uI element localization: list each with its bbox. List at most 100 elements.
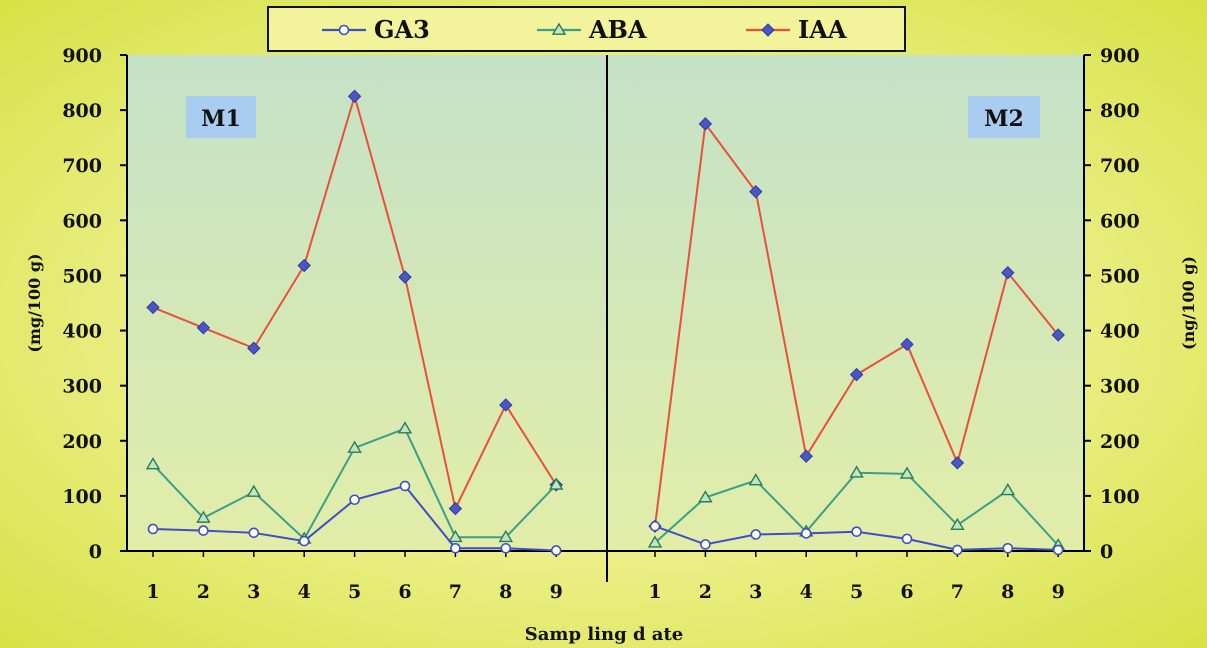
data-point [649,520,661,532]
data-point [1001,265,1015,280]
panel-label-m2: M2 [968,96,1040,138]
x-tick-label: 8 [499,581,512,603]
data-point [297,258,311,273]
x-tick-label: 2 [197,581,210,603]
x-tick-label: 8 [1001,581,1014,603]
series-iaa-m1 [146,89,563,516]
x-tick-label: 9 [1052,581,1065,603]
panel-label-m1-text: M1 [201,106,241,132]
y-axis-title-left: (mg/100 g) [25,253,44,352]
data-point [748,473,764,486]
x-tick-label: 2 [699,581,712,603]
right-y-axis: 0 100 200 300 400 500 600 700 800 900 [1084,45,1140,563]
data-point [950,517,965,530]
series-ga3-m2 [649,520,1064,556]
legend-item-iaa: IAA [746,15,847,44]
y-tick-label-right: 400 [1100,321,1140,343]
y-tick-label-left: 400 [62,321,102,343]
data-point [347,89,362,104]
data-point [851,526,862,538]
data-point [749,184,763,199]
x-axis-ticks: 1 2 3 4 5 6 7 8 9 1 2 3 4 5 6 7 8 9 [146,551,1065,603]
x-tick-label: 1 [648,581,661,603]
x-tick-label: 4 [298,581,311,603]
data-point [698,117,713,131]
legend: GA3 ABA IAA [267,6,906,52]
data-point [399,480,411,492]
legend-label: IAA [798,15,847,44]
x-tick-label: 3 [749,581,762,603]
y-tick-label-right: 300 [1100,376,1140,398]
y-axis-title-right: (ng/100 g) [1179,256,1198,350]
data-point [500,542,512,554]
y-tick-label-right: 700 [1100,155,1140,177]
data-point [901,533,913,545]
y-tick-label-left: 900 [62,45,102,67]
legend-swatch-marker [761,23,775,37]
data-point [700,539,711,550]
data-point [1052,544,1064,556]
y-tick-label-left: 500 [62,265,102,287]
data-point [548,477,564,490]
data-point [1051,328,1065,342]
x-axis-title: Samp ling d ate [525,624,683,645]
series-layer [145,89,1066,556]
y-tick-label-right: 600 [1100,210,1140,232]
y-tick-label-left: 100 [62,486,102,508]
legend-label: ABA [588,15,647,44]
data-point [448,529,463,543]
data-point [950,456,965,470]
y-tick-label-right: 900 [1100,45,1140,67]
data-point [347,440,362,453]
data-point [698,490,713,503]
data-point [849,465,864,478]
data-point [248,527,260,539]
x-tick-label: 7 [449,581,462,603]
data-point [899,466,915,479]
data-point [799,449,813,463]
data-point [397,421,413,434]
x-tick-label: 6 [398,581,411,603]
data-point [196,321,211,335]
y-tick-label-left: 700 [62,155,102,177]
y-tick-label-left: 800 [62,100,102,122]
legend-label: GA3 [374,15,430,44]
data-point [499,398,513,412]
y-tick-label-right: 500 [1100,265,1140,287]
data-point [750,529,762,540]
x-tick-label: 7 [951,581,964,603]
data-point [647,535,663,548]
legend-item-aba: ABA [537,15,647,44]
data-point [398,270,412,284]
series-ga3-m1 [147,480,562,556]
y-tick-label-right: 100 [1100,486,1140,508]
data-point [1000,482,1016,496]
data-point [146,300,160,315]
data-point [448,501,463,516]
y-tick-label-right: 800 [1100,100,1140,122]
data-point [247,341,261,355]
data-point [298,535,310,547]
y-tick-label-left: 200 [62,431,102,453]
x-tick-label: 4 [800,581,813,603]
data-point [849,367,864,382]
data-point [550,545,562,556]
data-point [246,484,262,497]
x-tick-label: 6 [900,581,913,603]
data-point [349,494,360,506]
x-tick-label: 5 [850,581,863,603]
data-point [450,542,461,554]
y-tick-label-right: 0 [1100,541,1113,563]
plot-area [127,55,1084,551]
panel-label-m1: M1 [186,96,256,138]
data-point [1002,542,1014,554]
y-tick-label-left: 600 [62,210,102,232]
series-iaa-m2 [648,117,1065,533]
y-tick-label-left: 300 [62,376,102,398]
data-point [147,523,159,535]
legend-swatch-marker [338,24,350,36]
y-tick-label-right: 200 [1100,431,1140,453]
data-point [198,525,209,536]
left-y-axis: 0 100 200 300 400 500 600 700 800 900 [62,45,127,563]
